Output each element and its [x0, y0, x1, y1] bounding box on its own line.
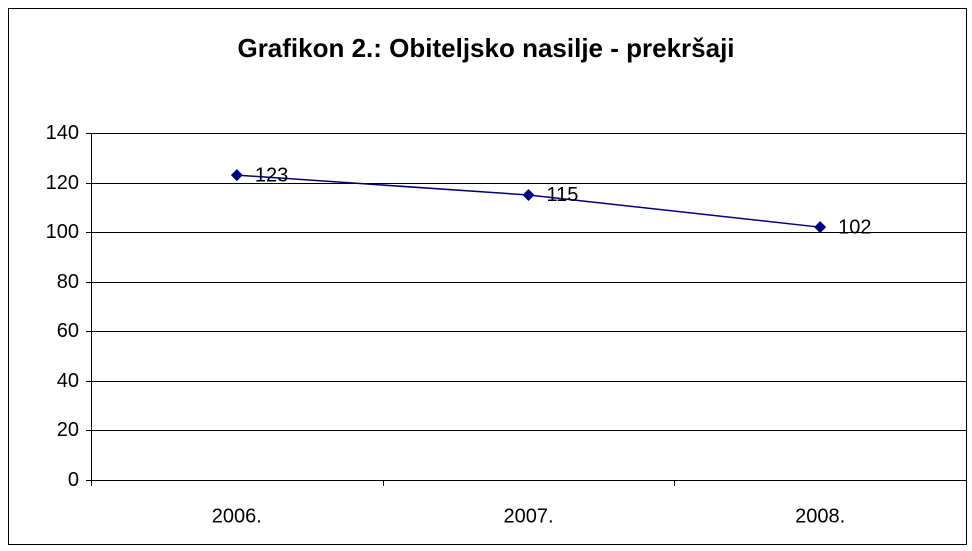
- y-tick-label: 20: [57, 419, 79, 441]
- x-tick-label: 2008.: [795, 505, 845, 527]
- data-label: 123: [255, 164, 288, 186]
- x-tick-label: 2006.: [212, 505, 262, 527]
- x-tick-label: 2007.: [503, 505, 553, 527]
- chart-title: Grafikon 2.: Obiteljsko nasilje - prekrš…: [237, 33, 734, 63]
- data-label: 115: [547, 184, 579, 206]
- y-tick-label: 120: [46, 172, 79, 194]
- y-tick-label: 80: [57, 271, 79, 293]
- chart-border: [8, 8, 967, 545]
- y-tick-label: 60: [57, 320, 79, 342]
- marker: [522, 188, 535, 201]
- y-tick-label: 140: [46, 122, 79, 144]
- marker: [814, 221, 827, 234]
- y-tick-label: 0: [68, 469, 79, 491]
- marker: [230, 169, 243, 182]
- y-tick-label: 100: [46, 221, 79, 243]
- y-tick-label: 40: [57, 370, 79, 392]
- data-label: 102: [838, 216, 871, 238]
